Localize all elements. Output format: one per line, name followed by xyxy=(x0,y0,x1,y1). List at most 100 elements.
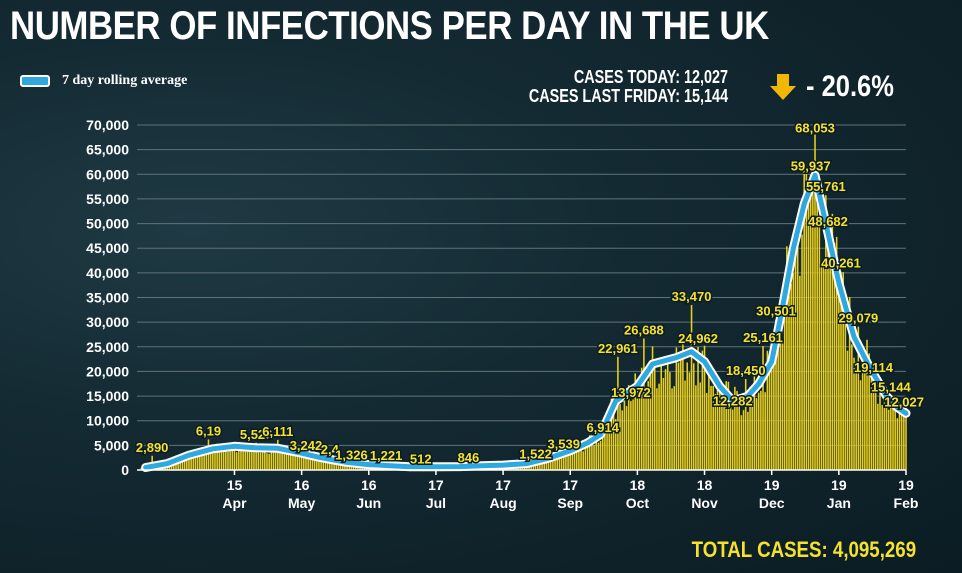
data-label-halo: 3,242 xyxy=(290,438,323,453)
daily-bar xyxy=(740,415,743,470)
daily-bar xyxy=(285,450,288,470)
daily-bar xyxy=(560,453,563,470)
daily-bar xyxy=(311,453,314,470)
daily-bar xyxy=(831,213,834,470)
data-label-halo: 2,4 xyxy=(321,442,340,457)
data-label: 12,027 xyxy=(884,395,924,410)
data-label-halo: 12,027 xyxy=(884,395,924,410)
daily-bar xyxy=(736,391,738,470)
daily-bar xyxy=(855,361,857,470)
data-label: 24,962 xyxy=(678,331,718,346)
daily-bar xyxy=(324,458,327,470)
daily-bar xyxy=(675,347,678,470)
x-tick-month: May xyxy=(288,495,315,511)
percent-change: - 20.6% xyxy=(806,70,894,103)
daily-bar xyxy=(287,451,290,470)
data-label-halo: 846 xyxy=(458,450,480,465)
daily-bar xyxy=(673,386,675,470)
data-label-halo: 22,961 xyxy=(598,341,638,356)
data-label: 25,161 xyxy=(743,330,783,345)
daily-bar xyxy=(552,454,554,470)
daily-bar xyxy=(554,456,556,470)
data-label-halo: 12,282 xyxy=(713,393,753,408)
data-label-halo: 59,937 xyxy=(791,159,831,174)
daily-bar xyxy=(699,382,701,470)
data-label-halo: 1,522 xyxy=(519,446,552,461)
x-tick-day: 17 xyxy=(562,477,578,493)
daily-bar xyxy=(630,401,632,470)
x-tick-day: 19 xyxy=(764,477,780,493)
daily-bar xyxy=(309,453,312,470)
daily-bar xyxy=(277,439,279,470)
data-label: 59,937 xyxy=(791,159,831,174)
daily-bar xyxy=(853,357,855,470)
daily-bar xyxy=(887,409,890,470)
daily-bar xyxy=(760,390,762,470)
data-label: 33,470 xyxy=(672,289,712,304)
daily-bar xyxy=(621,410,624,470)
daily-bar xyxy=(571,447,574,470)
daily-bar xyxy=(840,271,842,470)
daily-bar xyxy=(305,454,307,470)
daily-bar xyxy=(905,410,907,470)
daily-bar xyxy=(671,388,673,470)
daily-bar xyxy=(608,430,611,470)
x-tick-day: 17 xyxy=(428,477,444,493)
daily-bar xyxy=(264,449,266,470)
data-label: 18,450 xyxy=(726,363,766,378)
x-tick-month: Sep xyxy=(557,495,583,511)
daily-bar xyxy=(799,275,801,470)
y-tick-label: 20,000 xyxy=(86,363,129,379)
daily-bar xyxy=(627,385,630,470)
daily-bar xyxy=(599,440,602,470)
daily-bar xyxy=(604,425,606,470)
daily-bar xyxy=(846,350,849,470)
daily-bar xyxy=(233,448,236,470)
daily-bar xyxy=(721,402,723,470)
data-label: 846 xyxy=(458,450,480,465)
daily-bar xyxy=(242,443,244,470)
x-tick-day: 18 xyxy=(697,477,713,493)
data-label: 19,114 xyxy=(854,360,894,375)
daily-bar xyxy=(573,449,576,470)
daily-bar xyxy=(231,449,234,470)
data-label-halo: 5,526 xyxy=(240,427,273,442)
daily-bar xyxy=(664,369,667,470)
daily-bar xyxy=(575,449,578,470)
data-label-halo: 40,261 xyxy=(821,256,861,271)
daily-bar xyxy=(779,316,782,470)
daily-bar xyxy=(896,418,899,470)
daily-bar xyxy=(562,452,565,470)
daily-bar xyxy=(246,450,249,470)
data-label: 3,539 xyxy=(547,437,580,452)
daily-bar xyxy=(864,369,866,470)
daily-bar xyxy=(692,363,695,470)
daily-bar xyxy=(588,435,591,470)
daily-bar xyxy=(636,384,639,470)
daily-bar xyxy=(170,463,173,470)
daily-bar xyxy=(578,443,580,470)
daily-bar xyxy=(818,218,821,470)
daily-bar xyxy=(333,461,335,470)
daily-bar xyxy=(812,185,814,470)
daily-bar xyxy=(534,462,537,470)
data-label: 1,522 xyxy=(519,446,552,461)
data-label: 2,890 xyxy=(136,440,169,455)
daily-bar xyxy=(857,326,860,470)
daily-bar xyxy=(186,458,188,470)
data-label: 1,221 xyxy=(370,448,403,463)
daily-bar xyxy=(684,380,686,470)
data-label-halo: 30,501 xyxy=(756,304,796,319)
x-tick-month: Feb xyxy=(894,495,919,511)
data-label-halo: 25,161 xyxy=(743,330,783,345)
down-arrow-icon xyxy=(770,74,796,100)
daily-bar xyxy=(658,383,660,470)
daily-bar xyxy=(281,451,283,470)
daily-bar xyxy=(199,448,201,470)
daily-bar xyxy=(248,446,251,470)
daily-bar xyxy=(216,443,218,470)
y-tick-label: 70,000 xyxy=(86,117,129,133)
daily-bar xyxy=(545,458,548,470)
daily-bar xyxy=(677,362,680,470)
